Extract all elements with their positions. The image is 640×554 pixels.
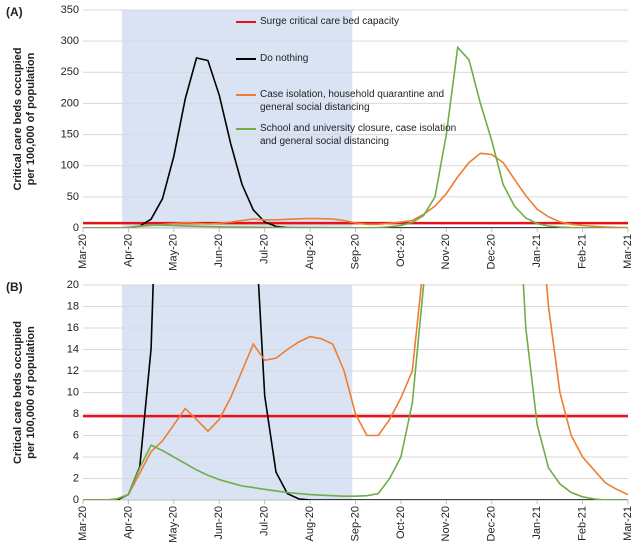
x-tick-label: Feb-21 xyxy=(576,506,588,541)
x-tick-label: Mar-20 xyxy=(77,234,89,269)
x-tick-label: Jun-20 xyxy=(213,234,225,268)
x-tick-label: Apr-20 xyxy=(122,506,134,539)
y-tick-label: 300 xyxy=(61,35,79,47)
y-tick-label: 350 xyxy=(61,4,79,16)
series-line xyxy=(83,57,628,228)
y-tick-label: 200 xyxy=(61,97,79,109)
y-tick-label: 10 xyxy=(67,386,79,398)
panel-label: (A) xyxy=(6,5,23,19)
y-tick-label: 14 xyxy=(67,343,79,355)
legend-label: Do nothing xyxy=(260,53,308,64)
x-tick-label: Oct-20 xyxy=(395,506,407,539)
x-tick-label: Sep-20 xyxy=(349,506,361,541)
x-tick-label: May-20 xyxy=(168,506,180,543)
y-tick-label: 18 xyxy=(67,300,79,312)
x-tick-label: Oct-20 xyxy=(395,234,407,267)
y-tick-label: 50 xyxy=(67,191,79,203)
series-line xyxy=(83,284,628,500)
y-tick-label: 250 xyxy=(61,66,79,78)
panel: 0 2 4 6 8 10 12 14 16 18 20 Mar-20 Apr-20 May-20 Jun-2… xyxy=(6,279,634,543)
x-tick-label: Jan-21 xyxy=(531,234,543,268)
x-tick-label: Aug-20 xyxy=(304,234,316,269)
legend-label: Case isolation, household quarantine and… xyxy=(260,89,444,113)
y-axis-label: Critical care beds occupied xyxy=(12,47,24,190)
x-tick-label: Mar-21 xyxy=(622,234,634,269)
x-tick-label: Jul-20 xyxy=(259,506,271,536)
y-tick-label: 4 xyxy=(73,451,79,463)
y-axis-label: per 100,000 of population xyxy=(25,52,37,185)
legend-label: Surge critical care bed capacity xyxy=(260,16,399,27)
y-tick-label: 100 xyxy=(61,160,79,172)
x-tick-label: Feb-21 xyxy=(576,234,588,269)
x-tick-label: Apr-20 xyxy=(122,234,134,267)
x-tick-label: Sep-20 xyxy=(349,234,361,269)
y-tick-label: 12 xyxy=(67,365,79,377)
x-tick-label: Mar-21 xyxy=(622,506,634,541)
x-tick-label: Jul-20 xyxy=(259,234,271,264)
y-tick-label: 6 xyxy=(73,429,79,441)
panel: 0 50 100 150 200 250 300 350 Mar-20 Apr-20 May-20 J… xyxy=(6,4,634,271)
legend-label: School and university closure, case isol… xyxy=(260,123,456,147)
x-tick-label: Dec-20 xyxy=(486,234,498,269)
y-axis-label: per 100,000 of population xyxy=(25,326,37,459)
y-tick-label: 0 xyxy=(73,494,79,506)
x-tick-label: Nov-20 xyxy=(440,506,452,541)
series-line xyxy=(83,284,628,500)
x-tick-label: Jan-21 xyxy=(531,506,543,540)
x-tick-label: Mar-20 xyxy=(77,506,89,541)
series-line xyxy=(83,45,628,228)
shaded-period xyxy=(122,10,353,228)
y-tick-label: 2 xyxy=(73,472,79,484)
x-tick-label: May-20 xyxy=(168,234,180,271)
x-tick-label: Nov-20 xyxy=(440,234,452,269)
x-tick-label: Dec-20 xyxy=(486,506,498,541)
y-tick-label: 0 xyxy=(73,222,79,234)
x-tick-label: Jun-20 xyxy=(213,506,225,540)
panel-label: (B) xyxy=(6,280,23,294)
y-axis-label: Critical care beds occupied xyxy=(12,321,24,464)
x-tick-label: Aug-20 xyxy=(304,506,316,541)
y-tick-label: 16 xyxy=(67,322,79,334)
y-tick-label: 8 xyxy=(73,408,79,420)
y-tick-label: 150 xyxy=(61,128,79,140)
series-line xyxy=(83,152,628,228)
y-tick-label: 20 xyxy=(67,279,79,291)
